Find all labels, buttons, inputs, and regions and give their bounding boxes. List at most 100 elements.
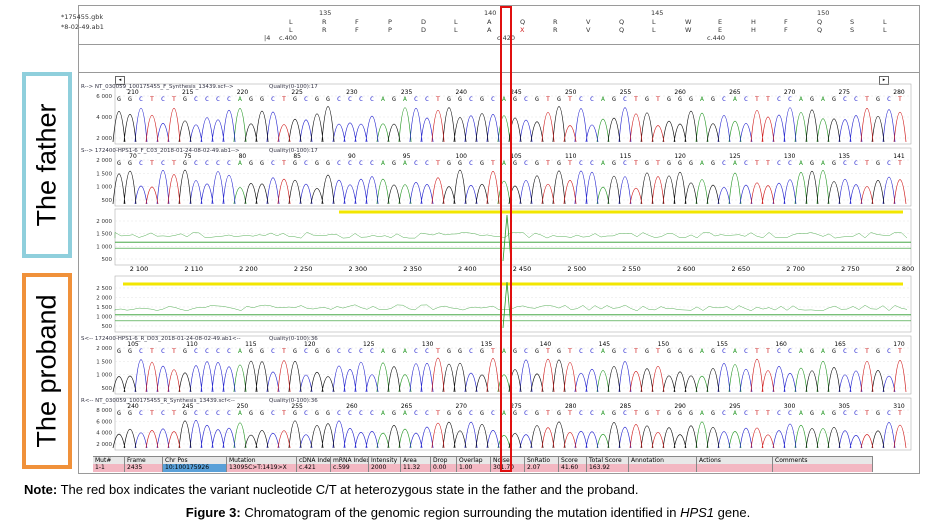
scale-label: 2 800 xyxy=(896,265,915,273)
scroll-left-button[interactable]: ◂ xyxy=(115,76,125,85)
base-call: A xyxy=(403,409,407,417)
scroll-right-button[interactable]: ▸ xyxy=(879,76,889,85)
base-call: C xyxy=(370,95,374,103)
aa-aa_row2-13: E xyxy=(718,26,723,34)
aa-aa_row2-8: R xyxy=(553,26,558,34)
table-header-cell[interactable]: Annotation xyxy=(629,457,697,465)
base-call: C xyxy=(469,347,473,355)
base-call: T xyxy=(546,409,550,417)
base-call: C xyxy=(348,347,352,355)
table-header-cell[interactable]: Area xyxy=(401,457,431,465)
y-tick: 4 000 xyxy=(96,115,112,121)
base-call: C xyxy=(744,347,748,355)
base-call: G xyxy=(513,95,517,103)
base-call: G xyxy=(876,347,880,355)
table-cell[interactable]: 163.92 xyxy=(587,464,629,472)
table-cell[interactable] xyxy=(697,464,773,472)
base-call: C xyxy=(722,347,726,355)
table-cell[interactable]: 41.60 xyxy=(559,464,587,472)
base-call: G xyxy=(832,409,836,417)
base-call: C xyxy=(348,409,352,417)
base-position: 145 xyxy=(599,341,611,348)
base-call: G xyxy=(260,95,264,103)
base-call: G xyxy=(447,347,451,355)
base-call: T xyxy=(172,409,176,417)
scale-label: 2 600 xyxy=(677,265,696,273)
table-header-cell[interactable]: Score xyxy=(559,457,587,465)
base-call: G xyxy=(513,409,517,417)
trace-A xyxy=(233,421,830,449)
table-header-cell[interactable]: Actions xyxy=(697,457,773,465)
table-header-cell[interactable]: cDNA Index xyxy=(299,457,331,465)
table-header-cell[interactable]: Intensity xyxy=(369,457,401,465)
base-call: C xyxy=(777,409,781,417)
base-position: 270 xyxy=(784,89,796,96)
table-header-cell[interactable]: SnRatio xyxy=(525,457,559,465)
base-call: G xyxy=(392,347,396,355)
table-header-cell[interactable]: Mut# xyxy=(93,457,125,465)
base-position: 75 xyxy=(184,153,192,160)
table-cell[interactable]: 10:100175926 xyxy=(163,464,227,472)
aa-aa_row2-6: A xyxy=(487,26,492,34)
aa-aa_row1-2: F xyxy=(355,18,359,26)
base-call: A xyxy=(821,95,825,103)
base-call: C xyxy=(524,95,528,103)
base-position: 215 xyxy=(182,89,194,96)
table-cell[interactable]: 1-1 xyxy=(93,464,125,472)
father-label-box: The father xyxy=(22,72,72,258)
chromatogram-window: *175455.gbk *8-02-49.ab1 135 140 145 150 L R… xyxy=(61,5,920,474)
base-call: G xyxy=(612,159,616,167)
base-position: 245 xyxy=(510,89,522,96)
base-call: G xyxy=(458,409,462,417)
y-tick: 4 000 xyxy=(96,431,112,437)
y-tick: 500 xyxy=(102,198,113,204)
trace-T xyxy=(145,171,907,205)
table-cell[interactable]: 301.70 xyxy=(491,464,525,472)
base-call: G xyxy=(128,409,132,417)
base-call: C xyxy=(854,347,858,355)
table-cell[interactable]: 2.07 xyxy=(525,464,559,472)
base-call: C xyxy=(205,409,209,417)
table-header-cell[interactable]: Overlap xyxy=(457,457,491,465)
y-tick: 6 000 xyxy=(96,419,112,425)
base-call: C xyxy=(887,159,891,167)
figure-caption: Figure 3: Chromatogram of the genomic re… xyxy=(0,505,936,520)
base-call: G xyxy=(128,159,132,167)
base-call: C xyxy=(590,347,594,355)
table-header-cell[interactable]: mRNA Index xyxy=(333,457,369,465)
table-header-cell[interactable]: Drop xyxy=(431,457,457,465)
variant-highlight-box xyxy=(500,6,512,472)
table-cell[interactable]: c.421 xyxy=(297,464,331,472)
base-call: C xyxy=(854,409,858,417)
table-header-cell[interactable]: Mutation xyxy=(227,457,297,465)
base-position: 141 xyxy=(893,153,905,160)
base-call: C xyxy=(788,159,792,167)
table-cell[interactable]: 0.00 xyxy=(431,464,457,472)
base-call: G xyxy=(326,347,330,355)
table-cell[interactable]: 13095C>T:1419>X xyxy=(227,464,297,472)
trace-G xyxy=(112,106,885,143)
table-cell[interactable]: 11.32 xyxy=(401,464,431,472)
table-cell[interactable]: 2435 xyxy=(125,464,163,472)
base-call: G xyxy=(557,409,561,417)
table-header-cell[interactable]: Chr Pos xyxy=(163,457,227,465)
table-cell[interactable]: c.599 xyxy=(331,464,369,472)
table-cell[interactable] xyxy=(629,464,697,472)
base-call: G xyxy=(392,159,396,167)
base-call: C xyxy=(337,347,341,355)
coord-label-3: c.440 xyxy=(707,34,726,42)
table-cell[interactable]: 2000 xyxy=(369,464,401,472)
y-tick: 1 500 xyxy=(96,305,112,311)
base-call: C xyxy=(216,159,220,167)
table-header-cell[interactable]: Total Score xyxy=(587,457,629,465)
table-cell[interactable]: 1.00 xyxy=(457,464,491,472)
proband-label: The proband xyxy=(31,294,62,448)
scale-label: 2 650 xyxy=(732,265,751,273)
base-call: A xyxy=(381,159,385,167)
table-header-cell[interactable]: Comments xyxy=(773,457,873,465)
base-position: 165 xyxy=(834,341,846,348)
table-header-cell[interactable]: Frame xyxy=(125,457,163,465)
base-position: 110 xyxy=(565,153,577,160)
table-cell[interactable] xyxy=(773,464,873,472)
base-call: T xyxy=(865,409,869,417)
